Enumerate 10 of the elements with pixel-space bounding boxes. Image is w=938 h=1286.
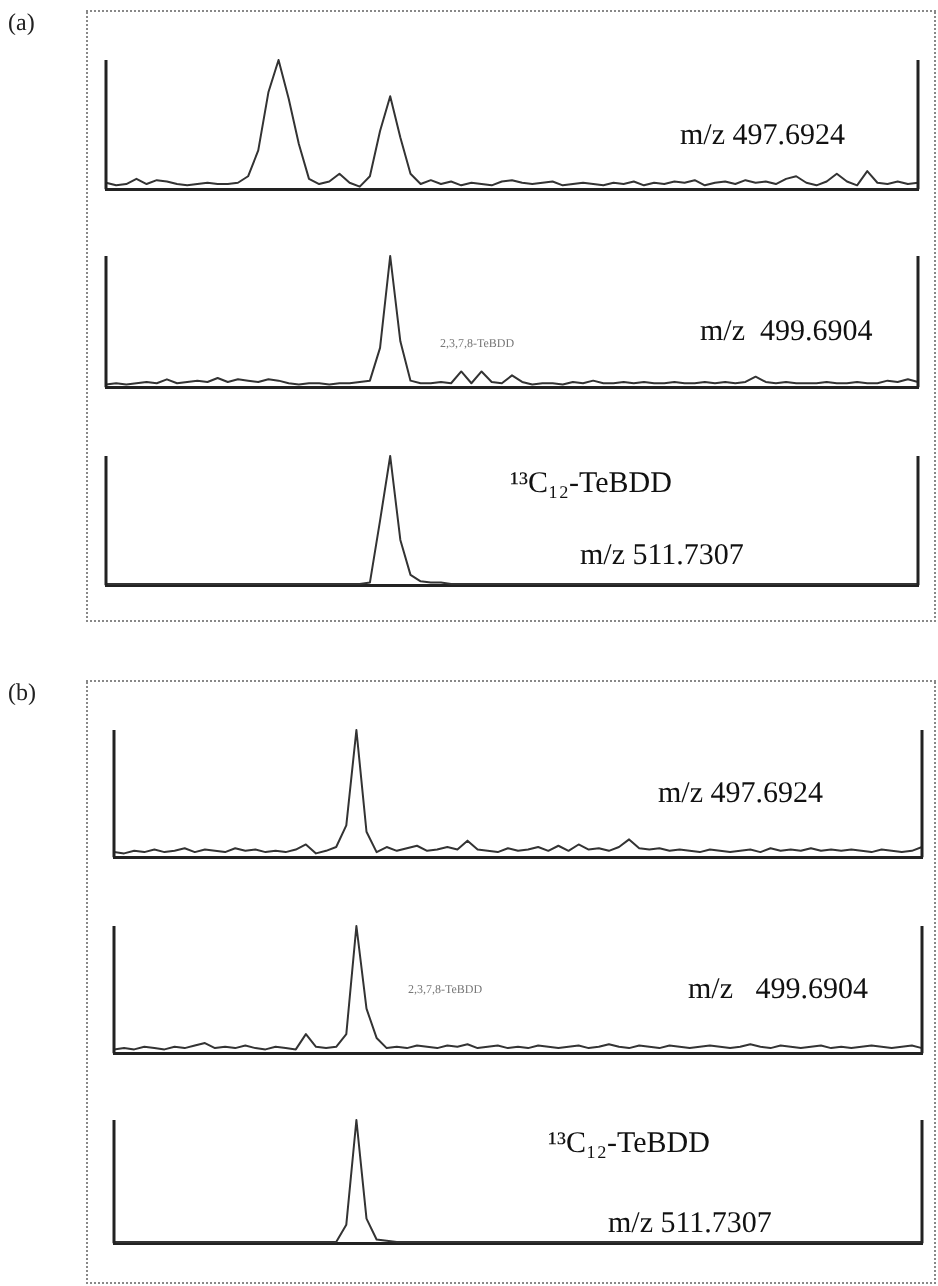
chart-title: (a) [8, 8, 35, 38]
annotation: m/z 497.6924 [680, 119, 846, 152]
annotation: m/z 511.7307 [580, 539, 745, 572]
annotation: m/z 499.6904 [700, 315, 874, 348]
annotation: m/z 497.6924 [658, 777, 824, 810]
annotation: ¹³C₁₂-TeBDD [510, 467, 673, 500]
annotation: m/z 511.7307 [608, 1207, 773, 1240]
annotation: ¹³C₁₂-TeBDD [548, 1127, 711, 1160]
annotation: m/z 499.6904 [688, 973, 869, 1006]
chart-title: (b) [8, 678, 36, 708]
